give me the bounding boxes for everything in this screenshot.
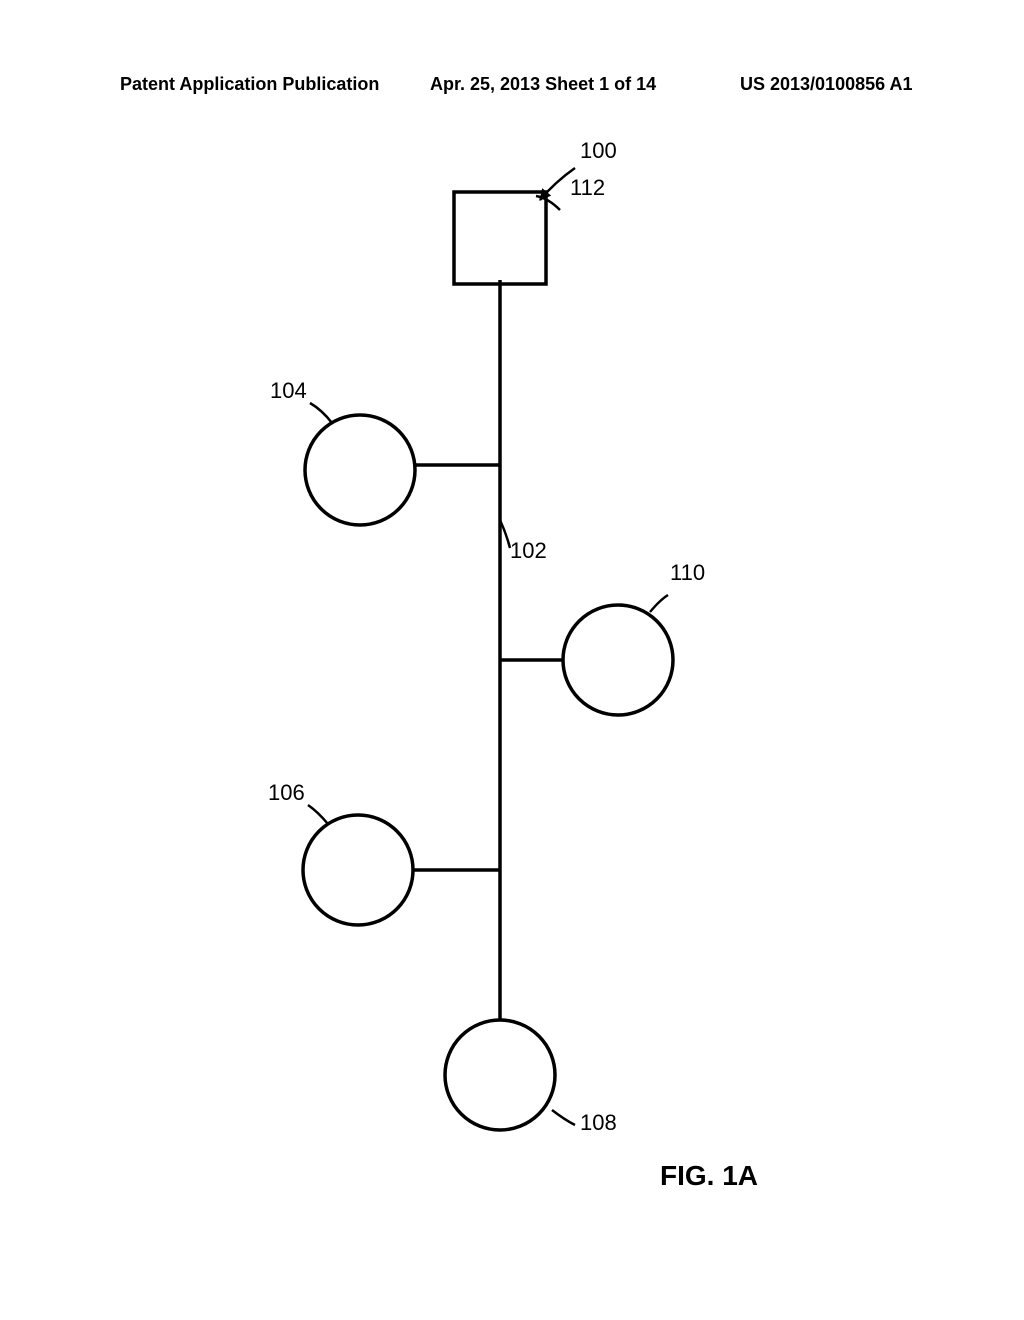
node-110 <box>563 605 673 715</box>
node-112 <box>454 192 546 284</box>
node-104 <box>305 415 415 525</box>
label-100: 100 <box>580 138 617 163</box>
leader-112 <box>536 196 560 210</box>
label-112: 112 <box>570 175 605 200</box>
diagram: 112 100 102 104 110 106 108 <box>0 0 1024 1320</box>
label-102: 102 <box>510 538 547 563</box>
leader-106 <box>308 805 328 824</box>
leader-104 <box>310 403 332 423</box>
label-106: 106 <box>268 780 305 805</box>
node-108 <box>445 1020 555 1130</box>
page: Patent Application Publication Apr. 25, … <box>0 0 1024 1320</box>
leader-110 <box>650 595 668 612</box>
leader-108 <box>552 1110 575 1125</box>
label-108: 108 <box>580 1110 617 1135</box>
figure-label: FIG. 1A <box>660 1160 758 1192</box>
label-104: 104 <box>270 378 307 403</box>
node-106 <box>303 815 413 925</box>
label-110: 110 <box>670 560 705 585</box>
